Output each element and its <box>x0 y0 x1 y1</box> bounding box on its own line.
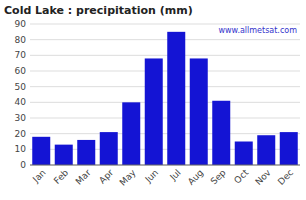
grid-line <box>30 165 300 166</box>
bar <box>55 145 73 165</box>
grid-line <box>30 24 300 25</box>
y-tick-label: 20 <box>15 129 27 139</box>
bar <box>145 58 163 165</box>
x-tick-label: Aug <box>186 167 206 187</box>
x-tick-label: Apr <box>97 167 115 185</box>
x-tick-label: Jul <box>167 167 182 182</box>
y-tick-label: 0 <box>20 160 26 170</box>
bar <box>190 58 208 165</box>
bar <box>77 140 95 165</box>
y-tick-label: 50 <box>15 82 27 92</box>
bar <box>212 101 230 165</box>
bar <box>100 132 118 165</box>
title: Cold Lake : precipitation (mm) <box>4 4 193 17</box>
chart: Cold Lake : precipitation (mm) 0 10 20 30 40 5… <box>0 0 306 200</box>
bar <box>122 102 140 165</box>
bar <box>257 135 275 165</box>
x-tick-label: Mar <box>74 167 93 186</box>
grid-line <box>30 133 300 134</box>
grid-line <box>30 102 300 103</box>
bar <box>280 132 298 165</box>
x-tick-label: Dec <box>276 167 295 186</box>
y-tick-label: 90 <box>15 19 27 29</box>
x-tick-label: Jan <box>30 167 48 185</box>
grid-line <box>30 71 300 72</box>
y-tick-label: 30 <box>15 113 27 123</box>
y-tick-label: 80 <box>15 35 27 45</box>
y-tick-label: 60 <box>15 66 27 76</box>
y-tick-label: 10 <box>15 144 27 154</box>
x-axis <box>30 165 300 166</box>
grid-line <box>30 39 300 40</box>
annotation: www.allmetsat.com <box>219 26 298 35</box>
x-tick-label: Feb <box>52 167 71 186</box>
x-tick-label: Jun <box>143 167 161 185</box>
bar <box>32 137 50 165</box>
bar <box>167 32 185 165</box>
y-tick-label: 70 <box>15 50 27 60</box>
x-tick-label: May <box>118 167 139 188</box>
bars <box>32 32 298 165</box>
grid-line <box>30 118 300 119</box>
y-tick-label: 40 <box>15 97 27 107</box>
grid-line <box>30 86 300 87</box>
bar <box>235 142 253 166</box>
grid-line <box>30 55 300 56</box>
x-tick-label: Oct <box>232 167 250 185</box>
x-tick-label: Nov <box>253 167 273 187</box>
x-tick-label: Sep <box>209 167 228 186</box>
